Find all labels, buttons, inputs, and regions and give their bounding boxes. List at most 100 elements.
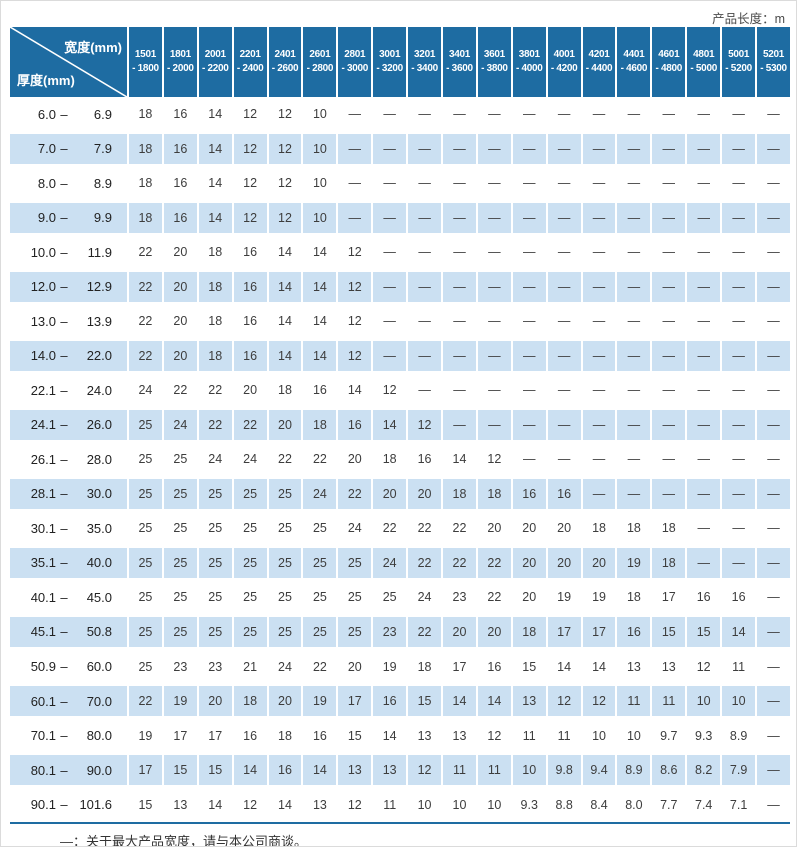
table-cell: 16: [161, 133, 197, 165]
row-header-thickness-range: 35.1–40.0: [30, 555, 112, 571]
table-row: 9.0–9.9 18 16 14 12 12 10— — — — — — — — — — — — —: [10, 200, 790, 236]
table-cell: —: [510, 373, 546, 408]
table-cell: —: [685, 97, 720, 132]
table-cell: 25: [161, 616, 197, 648]
col-header-width-range: 4601- 4800: [650, 27, 685, 97]
table-cell: 16: [720, 580, 755, 615]
table-cell: 18: [127, 133, 162, 165]
table-cell: 16: [301, 718, 336, 753]
table-cell: —: [755, 616, 790, 648]
table-cell: —: [720, 547, 755, 579]
table-cell: 22: [475, 580, 511, 615]
table-cell: —: [720, 97, 755, 132]
table-cell: 18: [196, 271, 232, 303]
table-cell: 18: [127, 166, 162, 201]
table-cell: 17: [441, 649, 476, 684]
table-cell: —: [615, 166, 650, 201]
table-cell: 12: [336, 787, 371, 822]
table-cell: 15: [196, 754, 232, 786]
table-cell: —: [685, 442, 720, 477]
table-cell: 18: [266, 373, 302, 408]
table-cell: 13: [406, 718, 441, 753]
table-cell: 25: [161, 547, 197, 579]
table-cell: 14: [266, 787, 302, 822]
row-header-thickness-range: 10.0–11.9: [30, 244, 112, 260]
col-header-width-range: 3201- 3400: [406, 27, 441, 97]
table-cell: —: [720, 166, 755, 201]
table-cell: 15: [127, 787, 162, 822]
table-cell: 25: [231, 580, 267, 615]
table-cell: 13: [161, 787, 197, 822]
table-cell: 12: [266, 133, 302, 165]
table-cell: 23: [196, 649, 232, 684]
table-cell: 22: [127, 340, 162, 372]
table-cell: 18: [127, 97, 162, 132]
table-cell: 16: [161, 166, 197, 201]
row-header-thickness-range: 8.0–8.9: [37, 175, 112, 191]
table-cell: —: [685, 511, 720, 546]
table-cell: —: [580, 478, 616, 510]
table-cell: 20: [371, 478, 406, 510]
product-length-unit-label: 产品长度：m: [712, 12, 785, 26]
table-cell: —: [650, 97, 685, 132]
table-row: 28.1–30.0 25 25 25 25 25 24 22 20 20 18 18 16 16— — — — —…: [10, 476, 790, 512]
table-cell: 12: [231, 787, 267, 822]
table-cell: 12: [406, 409, 441, 441]
table-cell: 11: [510, 718, 546, 753]
table-cell: 19: [545, 580, 581, 615]
table-cell: 25: [196, 580, 232, 615]
table-cell: 12: [580, 685, 616, 717]
table-cell: —: [441, 235, 476, 270]
table-cell: —: [545, 409, 581, 441]
table-cell: —: [475, 271, 511, 303]
table-cell: 14: [580, 649, 616, 684]
table-cell: —: [650, 340, 685, 372]
table-cell: 22: [127, 304, 162, 339]
table-cell: 12: [266, 97, 302, 132]
table-cell: 12: [475, 718, 511, 753]
table-cell: 20: [266, 685, 302, 717]
table-cell: 16: [266, 754, 302, 786]
table-cell: 16: [231, 235, 267, 270]
table-cell: —: [580, 271, 616, 303]
table-cell: 22: [406, 547, 441, 579]
table-cell: 25: [127, 511, 162, 546]
table-cell: 16: [371, 685, 406, 717]
table-cell: —: [510, 442, 546, 477]
col-header-width-range: 3001- 3200: [371, 27, 406, 97]
row-header-thickness-range: 6.0–6.9: [37, 106, 112, 122]
table-cell: 20: [336, 442, 371, 477]
table-cell: —: [650, 271, 685, 303]
table-cell: 13: [510, 685, 546, 717]
table-cell: 11: [475, 754, 511, 786]
table-cell: 10: [301, 97, 336, 132]
table-cell: 16: [475, 649, 511, 684]
table-cell: 25: [301, 616, 336, 648]
table-cell: 8.9: [720, 718, 755, 753]
table-cell: 25: [196, 511, 232, 546]
table-cell: —: [615, 340, 650, 372]
table-cell: 14: [475, 685, 511, 717]
table-cell: —: [406, 373, 441, 408]
table-cell: 22: [441, 547, 476, 579]
table-row: 6.0–6.9 18 16 14 12 12 10— — — — — — — — — — — — —: [10, 97, 790, 132]
row-header-thickness-range: 28.1–30.0: [30, 486, 112, 502]
row-header-thickness-range: 26.1–28.0: [30, 451, 112, 467]
table-row: 30.1–35.0 25 25 25 25 25 25 24 22 22 22 20 20 20 18 18 1…: [10, 511, 790, 546]
table-cell: 10: [510, 754, 546, 786]
table-cell: 18: [231, 685, 267, 717]
table-cell: 16: [231, 271, 267, 303]
table-cell: —: [475, 340, 511, 372]
table-cell: 24: [231, 442, 267, 477]
table-row: 80.1–90.0 17 15 15 14 16 14 13 13 12 11 11 10 9.8 9.4 8…: [10, 752, 790, 788]
table-cell: —: [545, 271, 581, 303]
table-cell: 19: [615, 547, 650, 579]
col-header-width-range: 5201- 5300: [755, 27, 790, 97]
table-cell: 23: [161, 649, 197, 684]
table-cell: —: [371, 235, 406, 270]
table-cell: —: [371, 304, 406, 339]
table-cell: 16: [615, 616, 650, 648]
table-cell: 25: [196, 478, 232, 510]
table-cell: 25: [266, 616, 302, 648]
